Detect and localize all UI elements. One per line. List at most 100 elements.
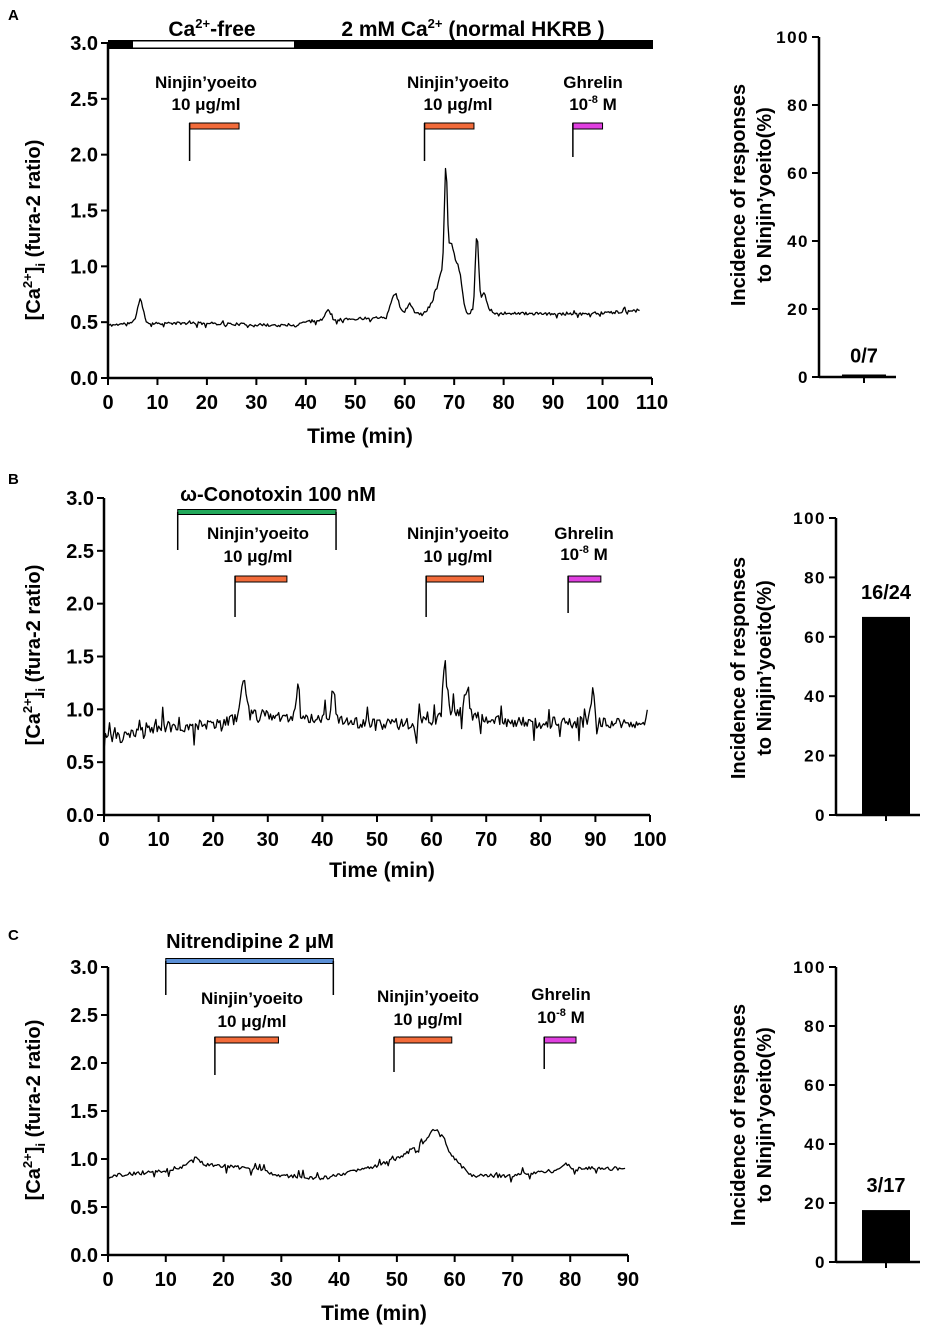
- incidence-y-tick-label: 80: [787, 96, 809, 115]
- ghrelin-marker: [543, 1036, 577, 1044]
- y-tick-label: 0.0: [70, 1245, 98, 1267]
- y-tick-label: 2.0: [66, 594, 94, 616]
- x-tick-label: 50: [366, 829, 388, 851]
- ninjin-marker: [234, 575, 288, 583]
- incidence-y-tick-label: 100: [793, 509, 826, 528]
- panel-b-letter: B: [8, 471, 19, 488]
- panel-b-trace-chart: ω-Conotoxin 100 nM Ninjin’yoeito 10 μg/m…: [20, 484, 667, 882]
- x-tick-label: 80: [559, 1269, 581, 1291]
- blocker-bar: [177, 509, 337, 515]
- panel-c-x-axis-label: Time (min): [321, 1302, 427, 1325]
- x-tick-label: 20: [196, 392, 218, 414]
- treatment-ghrelin-dose: 10-8 M: [560, 544, 608, 564]
- x-tick-label: 30: [257, 829, 279, 851]
- y-tick-label: 0.0: [66, 805, 94, 827]
- y-tick-label: 3.0: [66, 488, 94, 510]
- x-tick-label: 10: [146, 392, 168, 414]
- y-tick-label: 1.5: [70, 1101, 98, 1123]
- x-tick-label: 0: [102, 392, 113, 414]
- y-tick-label: 1.0: [70, 256, 98, 278]
- y-tick-label: 1.5: [66, 647, 94, 669]
- treatment-ninjin-1-dose: 10 μg/ml: [218, 1012, 287, 1031]
- treatment-ninjin-1-name: Ninjin’yoeito: [201, 989, 303, 1008]
- y-tick-label: 3.0: [70, 33, 98, 55]
- x-tick-label: 90: [542, 392, 564, 414]
- y-tick-label: 1.5: [70, 201, 98, 223]
- x-tick-label: 70: [501, 1269, 523, 1291]
- panel-b: B ω-Conotoxin 100 nM Ninjin’yoeito 10 μg…: [8, 471, 920, 882]
- incidence-y-tick-label: 0: [798, 368, 809, 387]
- calcium-trace: [107, 1128, 626, 1183]
- panel-a-trace-chart: Ca2+-free 2 mM Ca2+ (normal HKRB ) Ninji…: [20, 16, 668, 448]
- incidence-y-tick-label: 60: [804, 628, 826, 647]
- panel-a-letter: A: [8, 7, 19, 24]
- y-tick-label: 1.0: [70, 1149, 98, 1171]
- incidence-y-tick-label: 20: [787, 300, 809, 319]
- panel-b-incidence-chart: Incidence of responses to Ninjin’yoeito(…: [728, 509, 920, 825]
- x-tick-label: 90: [617, 1269, 639, 1291]
- ca-free-label: Ca2+-free: [168, 16, 255, 41]
- x-tick-label: 30: [270, 1269, 292, 1291]
- x-tick-label: 60: [420, 829, 442, 851]
- incidence-bar-data-label: 3/17: [867, 1175, 906, 1197]
- treatment-ghrelin-name: Ghrelin: [563, 73, 623, 92]
- x-tick-label: 60: [444, 1269, 466, 1291]
- treatment-ninjin-1-dose: 10 μg/ml: [224, 547, 293, 566]
- panel-a-x-axis-label: Time (min): [307, 425, 413, 448]
- x-tick-label: 40: [328, 1269, 350, 1291]
- treatment-ninjin-1-dose: 10 μg/ml: [172, 95, 241, 114]
- incidence-y-tick-label: 100: [776, 28, 809, 47]
- panel-c-y-axis-label: [Ca2+]i (fura-2 ratio): [20, 1020, 48, 1201]
- panel-b-x-axis-label: Time (min): [329, 859, 435, 882]
- treatment-ninjin-2-name: Ninjin’yoeito: [407, 73, 509, 92]
- x-tick-label: 10: [155, 1269, 177, 1291]
- blocker-bar: [165, 958, 334, 964]
- panel-b-incidence-label-line2: to Ninjin’yoeito(%): [754, 580, 776, 756]
- incidence-bar: [862, 616, 910, 815]
- x-tick-label: 0: [102, 1269, 113, 1291]
- treatment-ninjin-1-name: Ninjin’yoeito: [155, 73, 257, 92]
- treatment-ninjin-2-name: Ninjin’yoeito: [407, 524, 509, 543]
- ninjin-marker: [425, 575, 484, 583]
- incidence-y-tick-label: 0: [815, 806, 826, 825]
- panel-b-y-axis-label: [Ca2+]i (fura-2 ratio): [20, 565, 48, 746]
- y-tick-label: 0.5: [66, 752, 94, 774]
- incidence-bar: [842, 374, 886, 377]
- nitrendipine-label: Nitrendipine 2 μM: [166, 931, 334, 953]
- ninjin-marker: [393, 1036, 453, 1044]
- incidence-y-tick-label: 100: [793, 958, 826, 977]
- panel-c: C Nitrendipine 2 μM Ninjin’yoeito 10 μg/…: [8, 927, 920, 1325]
- incidence-y-tick-label: 40: [787, 232, 809, 251]
- x-tick-label: 100: [586, 392, 619, 414]
- incidence-y-tick-label: 40: [804, 687, 826, 706]
- treatment-ghrelin-name: Ghrelin: [531, 985, 591, 1004]
- y-tick-label: 1.0: [66, 699, 94, 721]
- normal-hkrb-label: 2 mM Ca2+ (normal HKRB ): [341, 16, 604, 41]
- treatment-ninjin-2-name: Ninjin’yoeito: [377, 987, 479, 1006]
- incidence-y-tick-label: 40: [804, 1135, 826, 1154]
- x-tick-label: 80: [530, 829, 552, 851]
- x-tick-label: 20: [202, 829, 224, 851]
- x-tick-label: 50: [344, 392, 366, 414]
- ninjin-marker: [214, 1036, 279, 1044]
- y-tick-label: 0.5: [70, 312, 98, 334]
- y-tick-label: 2.0: [70, 1053, 98, 1075]
- x-tick-label: 0: [98, 829, 109, 851]
- incidence-bar: [862, 1210, 910, 1262]
- x-tick-label: 80: [493, 392, 515, 414]
- x-tick-label: 40: [295, 392, 317, 414]
- incidence-y-tick-label: 80: [804, 568, 826, 587]
- panel-a-incidence-chart: Incidence of responses to Ninjin’yoeito(…: [728, 28, 896, 387]
- treatment-ghrelin-dose: 10-8 M: [537, 1007, 585, 1027]
- treatment-ninjin-1-name: Ninjin’yoeito: [207, 524, 309, 543]
- incidence-bar-data-label: 0/7: [850, 346, 878, 368]
- treatment-ninjin-2-dose: 10 μg/ml: [424, 547, 493, 566]
- x-tick-label: 30: [245, 392, 267, 414]
- incidence-y-tick-label: 60: [787, 164, 809, 183]
- y-tick-label: 2.0: [70, 145, 98, 167]
- ghrelin-marker: [572, 122, 604, 130]
- normal-hkrb-bar: [108, 40, 653, 49]
- panel-a-incidence-label-line2: to Ninjin’yoeito(%): [754, 107, 776, 283]
- x-tick-label: 60: [394, 392, 416, 414]
